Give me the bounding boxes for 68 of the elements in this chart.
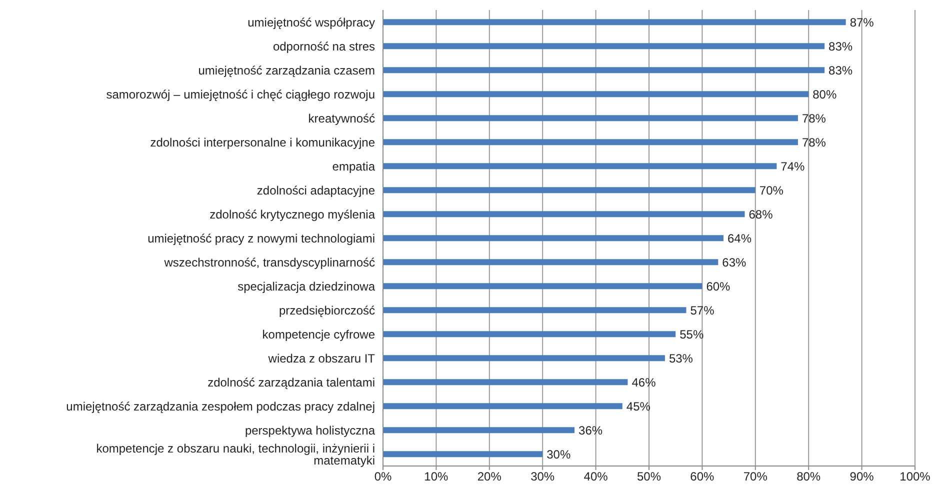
x-tick-label: 50% <box>636 470 662 484</box>
data-label: 78% <box>802 111 826 126</box>
bar <box>383 19 846 26</box>
x-tick-label: 10% <box>424 470 449 484</box>
y-tick-label: perspektywa holistyczna <box>244 423 376 438</box>
y-tick-label: zdolność zarządzania talentami <box>208 375 375 390</box>
data-label: 78% <box>802 135 826 150</box>
data-label: 64% <box>727 231 752 246</box>
x-tick-label: 100% <box>900 470 931 484</box>
y-tick-label: wiedza z obszaru IT <box>267 351 376 366</box>
y-tick-label: umiejętność współpracy <box>248 15 375 30</box>
data-label: 60% <box>706 279 731 294</box>
bar <box>383 379 628 386</box>
data-label: 83% <box>828 39 853 54</box>
data-label: 87% <box>850 15 874 30</box>
bar <box>383 235 724 242</box>
bar <box>383 67 825 74</box>
y-tick-label: przedsiębiorczość <box>278 303 375 318</box>
y-tick-label: umiejętność pracy z nowymi technologiami <box>148 231 375 246</box>
data-label: 68% <box>748 207 774 222</box>
bar <box>383 187 756 194</box>
y-tick-label: empatia <box>332 159 376 174</box>
x-tick-label: 20% <box>477 470 502 484</box>
bar <box>383 427 575 434</box>
bar <box>383 451 543 458</box>
bar <box>383 211 745 218</box>
bar <box>383 115 798 122</box>
data-label: 83% <box>828 63 853 78</box>
data-label: 36% <box>578 423 603 438</box>
bar <box>383 139 798 146</box>
y-tick-label: odporność na stres <box>272 39 375 54</box>
x-tick-label: 0% <box>374 470 392 484</box>
bar <box>383 355 665 362</box>
data-label: 63% <box>722 255 747 270</box>
data-label: 53% <box>668 351 694 366</box>
y-tick-label: specjalizacja dziedzinowa <box>238 279 376 294</box>
data-label: 46% <box>632 375 656 390</box>
data-label: 55% <box>680 327 704 342</box>
data-label: 70% <box>759 183 784 198</box>
data-label: 74% <box>780 159 806 174</box>
y-tick-label: zdolności interpersonalne i komunikacyjne <box>150 135 376 150</box>
x-tick-label: 80% <box>796 470 821 484</box>
x-tick-label: 40% <box>584 470 608 484</box>
bar <box>383 331 676 338</box>
data-label: 45% <box>626 399 651 414</box>
y-tick-label: kompetencje cyfrowe <box>262 327 376 342</box>
x-tick-label: 70% <box>743 470 768 484</box>
bar <box>383 259 718 266</box>
y-tick-label: wszechstronność, transdyscyplinarność <box>163 255 375 270</box>
data-label: 57% <box>690 303 715 318</box>
y-tick-label: samorozwój – umiejętność i chęć ciągłego rozwoju <box>106 87 375 102</box>
data-label: 80% <box>812 87 837 102</box>
x-tick-label: 90% <box>850 470 874 484</box>
bar <box>383 163 777 170</box>
y-tick-label: umiejętność zarządzania zespołem podczas pracy zdalnej <box>66 399 375 414</box>
bar <box>383 43 825 50</box>
bar <box>383 403 622 410</box>
x-tick-label: 30% <box>530 470 555 484</box>
bar <box>383 91 809 98</box>
y-tick-label: zdolności adaptacyjne <box>256 183 376 198</box>
y-tick-label: umiejętność zarządzania czasem <box>198 63 375 78</box>
data-label: 30% <box>546 447 571 462</box>
y-tick-label: zdolność krytycznego myślenia <box>210 207 376 222</box>
x-tick-label: 60% <box>690 470 715 484</box>
y-tick-label: kompetencje z obszaru nauki, technologii, inżynierii i matematyki <box>96 441 375 468</box>
y-tick-label: kreatywność <box>308 111 375 126</box>
bar <box>383 307 686 314</box>
bar <box>383 283 702 290</box>
